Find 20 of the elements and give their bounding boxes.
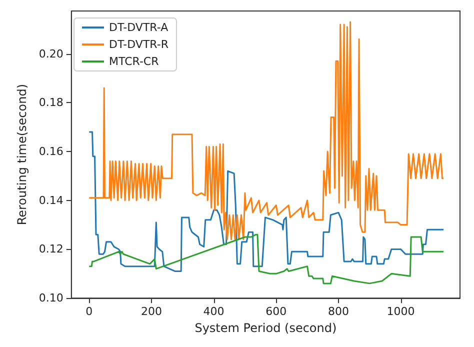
x-tick-label: 200 bbox=[140, 305, 162, 318]
y-axis-title: Rerouting time(second) bbox=[15, 84, 29, 226]
y-tick-label: 0.18 bbox=[38, 96, 64, 110]
x-tick-label: 1000 bbox=[386, 305, 415, 318]
y-tick-label: 0.14 bbox=[38, 194, 64, 207]
x-tick-label: 800 bbox=[328, 305, 349, 318]
y-tick-label: 0.16 bbox=[38, 144, 64, 158]
legend-label: MTCR-CR bbox=[109, 55, 160, 68]
line-series bbox=[88, 21, 444, 240]
x-tick-label: 400 bbox=[203, 305, 224, 318]
y-tick-label: 0.12 bbox=[38, 242, 64, 256]
legend-label: DT-DVTR-A bbox=[109, 21, 169, 34]
y-tick-label: 0.10 bbox=[38, 292, 64, 305]
legend-label: DT-DVTR-R bbox=[109, 38, 169, 51]
y-tick-label: 0.20 bbox=[38, 47, 64, 60]
x-axis-title: System Period (second) bbox=[194, 321, 337, 335]
line-series bbox=[88, 131, 444, 272]
x-tick-label: 0 bbox=[86, 305, 93, 318]
line-series bbox=[88, 234, 444, 284]
x-tick-label: 600 bbox=[266, 305, 287, 318]
